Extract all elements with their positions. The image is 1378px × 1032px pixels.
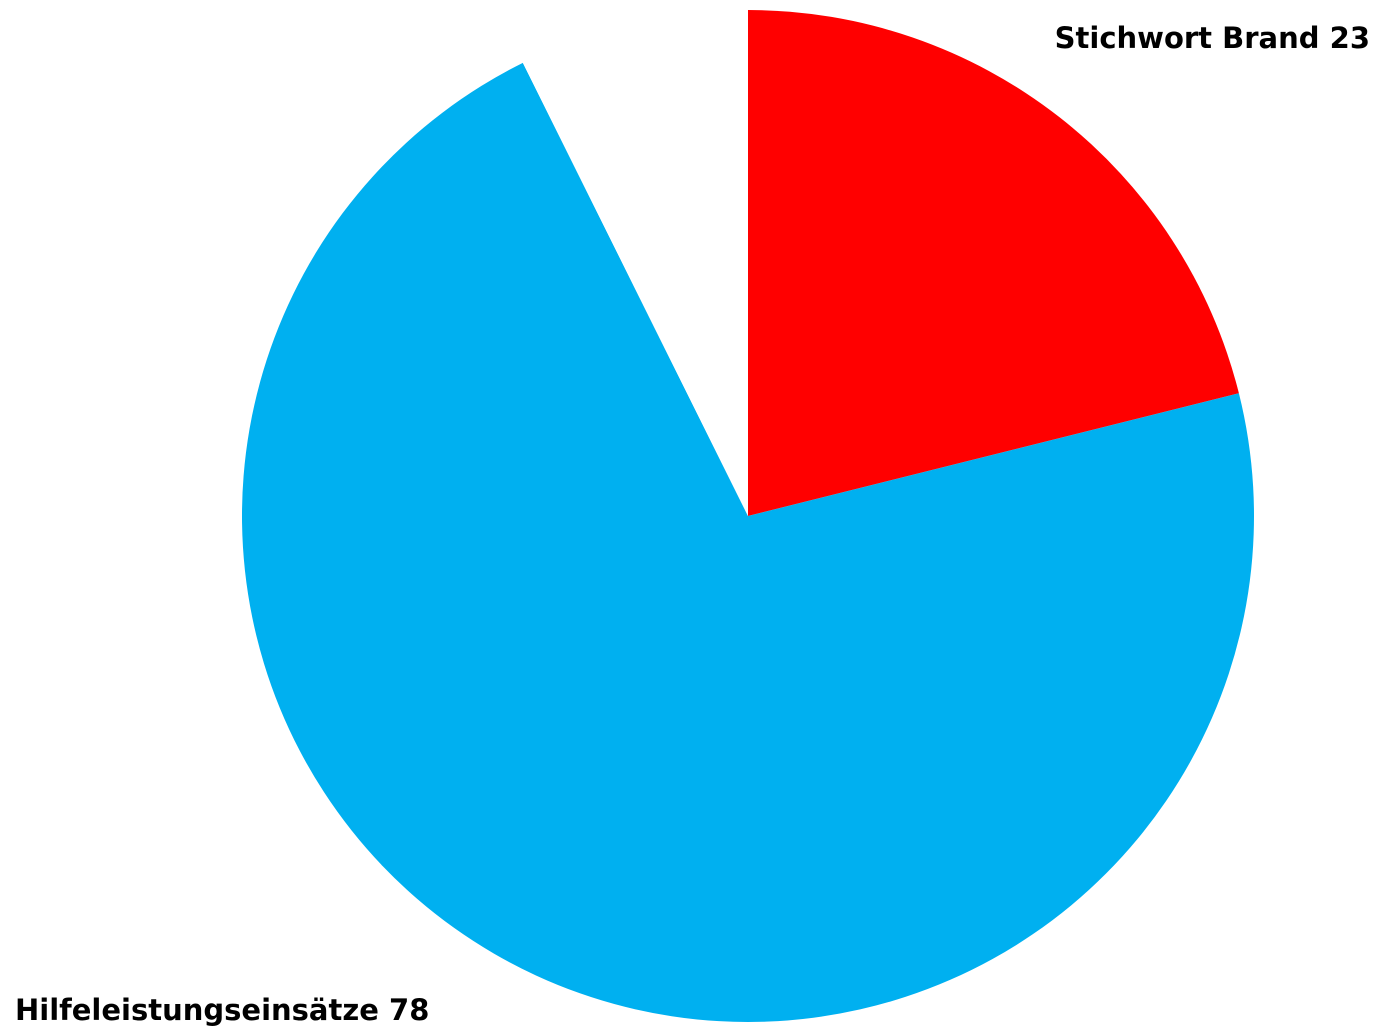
data-label: Hilfeleistungseinsätze 78 <box>15 993 429 1027</box>
value-label: 23 <box>1330 21 1370 55</box>
category-label: Stichwort Brand <box>1055 21 1320 55</box>
category-label: Hilfeleistungseinsätze <box>15 993 379 1027</box>
pie-slice <box>522 10 748 516</box>
value-label: 78 <box>389 993 429 1027</box>
pie-slice <box>748 10 1239 516</box>
pie-slice <box>241 62 1255 1023</box>
data-label: Stichwort Brand 23 <box>1055 21 1370 55</box>
